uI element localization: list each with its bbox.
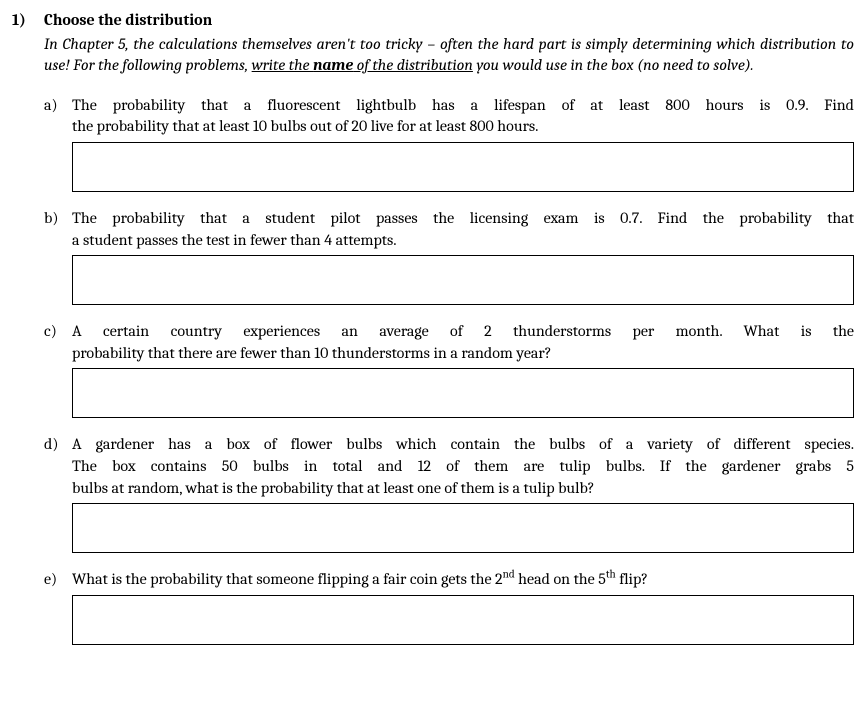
- answer-box-d[interactable]: [72, 503, 854, 553]
- intro-text: In Chapter 5, the calculations themselve…: [44, 34, 854, 77]
- subquestion-letter: a): [44, 95, 72, 117]
- subquestion-line1: The probability that a fluorescent light…: [72, 95, 854, 117]
- intro-suffix: you would use in the box (no need to sol…: [473, 56, 754, 74]
- subquestion-text: a) The probability that a fluorescent li…: [44, 95, 854, 138]
- subquestion-b: b) The probability that a student pilot …: [44, 208, 854, 305]
- subquestion-line2: probability that there are fewer than 10…: [72, 343, 854, 365]
- e-part3: flip?: [616, 570, 648, 588]
- e-sup2: th: [606, 568, 616, 581]
- subquestion-line2: The box contains 50 bulbs in total and 1…: [72, 456, 854, 478]
- subquestion-letter: d): [44, 434, 72, 456]
- subquestion-letter: c): [44, 321, 72, 343]
- subquestion-c: c) A certain country experiences an aver…: [44, 321, 854, 418]
- e-part2: head on the 5: [515, 570, 606, 588]
- subquestion-text: e) What is the probability that someone …: [44, 569, 854, 591]
- subquestion-line1: The probability that a student pilot pas…: [72, 208, 854, 230]
- question-title: Choose the distribution: [44, 10, 212, 32]
- e-sup1: nd: [503, 568, 515, 581]
- subquestion-line2: a student passes the test in fewer than …: [72, 230, 854, 252]
- subquestion-letter: e): [44, 569, 72, 591]
- question-header: 1) Choose the distribution: [12, 10, 854, 32]
- subquestion-line3: bulbs at random, what is the probability…: [72, 478, 854, 500]
- intro-underline-bold: name: [313, 56, 353, 74]
- subquestion-line2: the probability that at least 10 bulbs o…: [72, 116, 854, 138]
- subquestion-line1: A gardener has a box of flower bulbs whi…: [72, 434, 854, 456]
- subquestion-text: b) The probability that a student pilot …: [44, 208, 854, 251]
- subquestion-content: The probability that a student pilot pas…: [72, 208, 854, 251]
- answer-box-e[interactable]: [72, 595, 854, 645]
- subquestion-content: What is the probability that someone fli…: [72, 569, 854, 591]
- subquestion-d: d) A gardener has a box of flower bulbs …: [44, 434, 854, 553]
- subquestion-a: a) The probability that a fluorescent li…: [44, 95, 854, 192]
- answer-box-c[interactable]: [72, 368, 854, 418]
- subquestion-line1: A certain country experiences an average…: [72, 321, 854, 343]
- subquestion-content: A certain country experiences an average…: [72, 321, 854, 364]
- subquestion-letter: b): [44, 208, 72, 230]
- intro-underline-1: write the: [252, 56, 313, 74]
- subquestion-e: e) What is the probability that someone …: [44, 569, 854, 645]
- e-part1: What is the probability that someone fli…: [72, 570, 503, 588]
- answer-box-b[interactable]: [72, 255, 854, 305]
- subquestion-content: A gardener has a box of flower bulbs whi…: [72, 434, 854, 499]
- question-number: 1): [12, 10, 34, 32]
- subquestion-text: c) A certain country experiences an aver…: [44, 321, 854, 364]
- subquestion-text: d) A gardener has a box of flower bulbs …: [44, 434, 854, 499]
- answer-box-a[interactable]: [72, 142, 854, 192]
- intro-underline-2: of the distribution: [353, 56, 473, 74]
- subquestion-content: The probability that a fluorescent light…: [72, 95, 854, 138]
